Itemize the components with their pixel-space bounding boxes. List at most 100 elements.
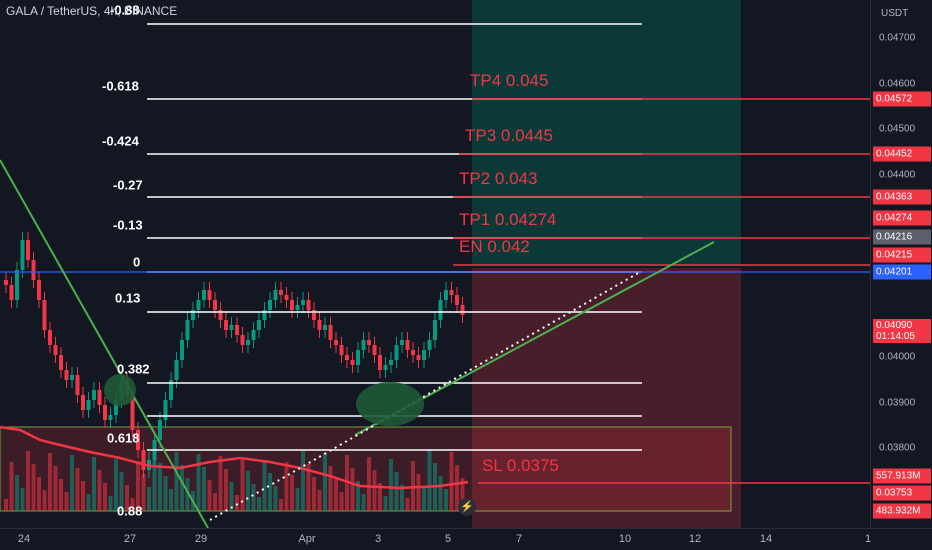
volume-bar bbox=[26, 451, 30, 511]
volume-bar bbox=[15, 475, 19, 511]
candle-body bbox=[202, 290, 206, 300]
candle-body bbox=[372, 345, 377, 355]
candle-body bbox=[345, 355, 349, 360]
time-tick: 10 bbox=[618, 533, 632, 545]
candle-body bbox=[312, 310, 316, 320]
candle-body bbox=[394, 345, 399, 360]
fib-label: 0.382 bbox=[117, 361, 150, 377]
fib-label: 0.13 bbox=[115, 290, 141, 306]
candle-body bbox=[301, 300, 305, 305]
fib-label: -0.424 bbox=[102, 133, 139, 149]
price-badge: 0.04215 bbox=[873, 247, 931, 263]
candle-body bbox=[207, 290, 212, 300]
price-chart[interactable] bbox=[0, 0, 870, 528]
candle-body bbox=[59, 355, 63, 370]
candle-body bbox=[378, 355, 382, 370]
candle-body bbox=[246, 340, 250, 345]
price-badge: 0.04216 bbox=[873, 229, 931, 245]
candle-body bbox=[130, 395, 135, 430]
volume-bar bbox=[92, 457, 96, 511]
volume-bar bbox=[306, 464, 311, 511]
candle-body bbox=[229, 325, 234, 330]
candle-body bbox=[383, 365, 388, 370]
candle-body bbox=[444, 290, 448, 300]
candle-body bbox=[257, 320, 261, 330]
marker-circle-left bbox=[104, 374, 136, 406]
volume-bar bbox=[81, 481, 85, 511]
candle-body bbox=[279, 290, 283, 295]
sl-label: SL 0.0375 bbox=[482, 456, 559, 475]
symbol-info[interactable]: GALA / TetherUS, 4h, BINANCE bbox=[6, 4, 178, 18]
volume-bar bbox=[97, 470, 102, 511]
candle-body bbox=[196, 300, 201, 310]
price-badge: 0.04572 bbox=[873, 91, 931, 107]
price-tick: 0.04000 bbox=[879, 351, 916, 363]
price-axis[interactable]: USDT 0.047000.046000.045000.044000.04300… bbox=[870, 0, 932, 528]
time-tick: 5 bbox=[444, 533, 452, 545]
candle-body bbox=[422, 350, 426, 360]
symbol-interval: 4h bbox=[103, 4, 118, 18]
chart-pane[interactable]: GALA / TetherUS, 4h, BINANCE -0.88 -0.618… bbox=[0, 0, 870, 528]
candle-body bbox=[37, 280, 41, 300]
volume-bar bbox=[405, 498, 410, 511]
volume-bar bbox=[339, 492, 344, 511]
volume-bar bbox=[75, 468, 80, 511]
candle-body bbox=[185, 320, 190, 340]
volume-bar bbox=[4, 499, 8, 511]
symbol-pair: GALA / TetherUS bbox=[6, 4, 98, 18]
candle-body bbox=[31, 260, 36, 280]
candle-body bbox=[433, 320, 437, 340]
volume-bars bbox=[4, 450, 465, 511]
volume-bar bbox=[180, 465, 184, 511]
candles-group bbox=[4, 232, 465, 478]
volume-bar bbox=[53, 466, 58, 511]
last-price-badge: 0.04090 01:14:05 bbox=[873, 319, 931, 343]
candle-body bbox=[262, 310, 267, 320]
lightning-icon[interactable]: ⚡ bbox=[458, 498, 476, 516]
candle-body bbox=[180, 340, 184, 360]
downtrend-line[interactable] bbox=[0, 159, 209, 528]
candle-body bbox=[103, 405, 107, 420]
candle-body bbox=[356, 350, 360, 365]
fib-label: 0 bbox=[133, 254, 141, 270]
price-tick: 0.04700 bbox=[879, 32, 916, 44]
countdown: 01:14:05 bbox=[876, 331, 915, 342]
volume-bar bbox=[42, 490, 47, 511]
last-price: 0.04090 bbox=[876, 320, 913, 331]
price-badge: 557.913M bbox=[873, 468, 931, 484]
volume-bar bbox=[251, 484, 256, 511]
volume-moving-average bbox=[0, 425, 469, 490]
candle-body bbox=[295, 305, 300, 310]
volume-bar bbox=[125, 485, 129, 511]
volume-bar bbox=[372, 470, 377, 511]
candle-body bbox=[405, 340, 410, 350]
volume-bar bbox=[20, 488, 25, 511]
candle-body bbox=[97, 390, 102, 405]
volume-bar bbox=[229, 482, 234, 511]
time-tick: 14 bbox=[759, 533, 773, 545]
time-axis[interactable]: 24 27 29 Apr 3 5 7 10 12 14 1 bbox=[0, 528, 932, 550]
price-badge: 0.03753 bbox=[873, 485, 931, 501]
volume-bar bbox=[196, 454, 201, 511]
volume-bar bbox=[444, 489, 448, 511]
candle-body bbox=[108, 415, 113, 420]
candle-body bbox=[141, 450, 146, 470]
time-tick: 12 bbox=[688, 533, 702, 545]
candle-body bbox=[460, 305, 465, 315]
volume-bar bbox=[262, 460, 267, 511]
fib-label: -0.13 bbox=[113, 217, 143, 233]
candle-body bbox=[20, 240, 25, 270]
candle-body bbox=[4, 280, 8, 285]
axis-unit: USDT bbox=[881, 8, 909, 19]
candle-body bbox=[218, 310, 223, 320]
candle-body bbox=[323, 325, 327, 330]
candle-body bbox=[42, 300, 47, 330]
price-badge: 483.932M bbox=[873, 503, 931, 519]
volume-bar bbox=[295, 488, 300, 511]
price-badge: 0.04201 bbox=[873, 264, 931, 280]
volume-bar bbox=[224, 469, 228, 511]
volume-bar bbox=[416, 474, 421, 511]
price-tick: 0.03900 bbox=[879, 397, 916, 409]
volume-bar bbox=[438, 476, 443, 511]
